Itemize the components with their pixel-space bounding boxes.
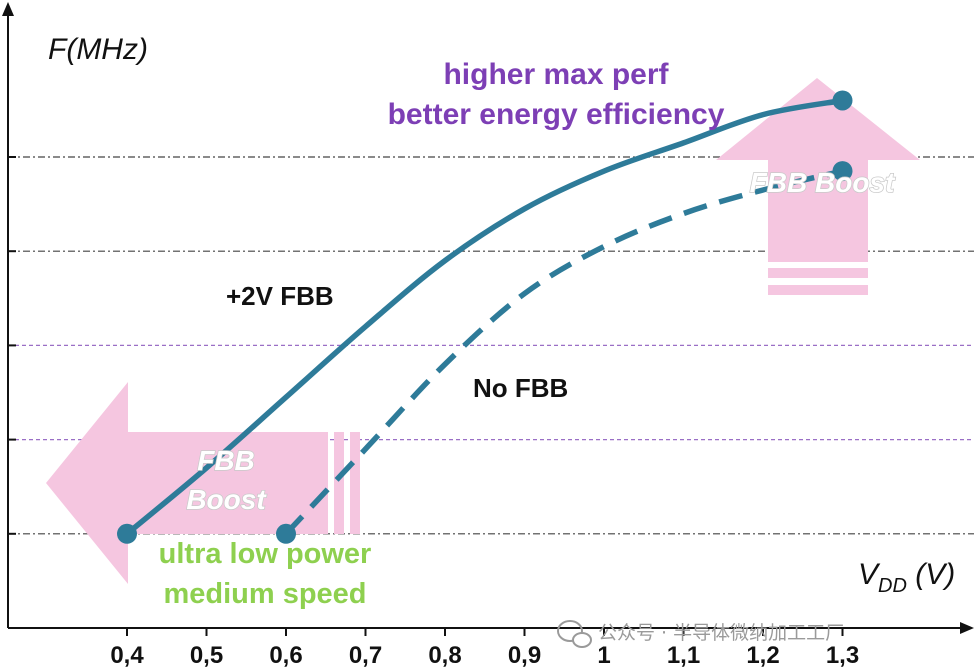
right-boost-arrow <box>716 78 920 295</box>
annotation-ultra-low-power: ultra low power <box>159 538 372 570</box>
annotation-medium-speed: medium speed <box>163 578 366 610</box>
endpoint-plus2v-fbb <box>832 90 853 111</box>
x-axis-title-unit: (V) <box>907 558 955 591</box>
right-boost-arrow-stripe <box>768 268 868 278</box>
right-boost-arrow-stripe <box>768 285 868 295</box>
x-tick-label: 0,6 <box>269 642 302 669</box>
series-line-plus2v-fbb <box>124 97 846 537</box>
x-tick-label: 0,9 <box>508 642 541 669</box>
watermark: 公众号 · 半导体微纳加工工厂 <box>557 620 844 648</box>
x-axis-title-subscript: DD <box>878 575 907 597</box>
x-axis-title-main: V <box>858 558 881 591</box>
x-tick-label: 1 <box>597 642 610 669</box>
left-boost-label-line1: FBB <box>197 445 255 476</box>
series-endpoints <box>117 90 853 544</box>
left-boost-arrow-stripe <box>350 432 360 534</box>
y-axis-arrowhead <box>2 2 14 16</box>
endpoint-plus2v-fbb <box>117 523 137 544</box>
x-tick-label: 0,8 <box>428 642 461 669</box>
right-boost-arrow-shape <box>716 78 920 262</box>
left-boost-arrow-stripe <box>334 432 344 534</box>
y-axis-title: F(MHz) <box>48 33 148 66</box>
x-axis-arrowhead <box>960 622 974 634</box>
left-boost-label-line2: Boost <box>186 484 267 515</box>
x-tick-labels: 0,4 0,5 0,6 0,7 0,8 0,9 1 1,1 1,2 1,3 <box>110 642 859 669</box>
x-tick-label: 1,1 <box>667 642 700 669</box>
series-label-no-fbb: No FBB <box>473 373 568 403</box>
axis-ticks <box>8 156 844 636</box>
annotation-higher-max-perf: higher max perf <box>443 58 669 91</box>
wechat-icon <box>557 620 583 642</box>
endpoint-no-fbb <box>276 523 296 544</box>
endpoint-no-fbb <box>832 161 853 182</box>
series-label-plus2v-fbb: +2V FBB <box>226 281 334 311</box>
x-tick-label: 0,7 <box>349 642 382 669</box>
x-tick-label: 1,2 <box>746 642 779 669</box>
wechat-icon-bubble <box>572 632 592 648</box>
x-axis-title: VDD (V) <box>858 558 955 597</box>
watermark-text: 公众号 · 半导体微纳加工工厂 <box>598 622 844 644</box>
x-tick-label: 0,5 <box>190 642 223 669</box>
x-tick-label: 1,3 <box>826 642 859 669</box>
x-tick-label: 0,4 <box>110 642 144 669</box>
series-line-no-fbb <box>283 168 844 536</box>
annotation-better-energy-efficiency: better energy efficiency <box>388 98 725 131</box>
right-boost-label: FBB Boost <box>750 167 896 198</box>
